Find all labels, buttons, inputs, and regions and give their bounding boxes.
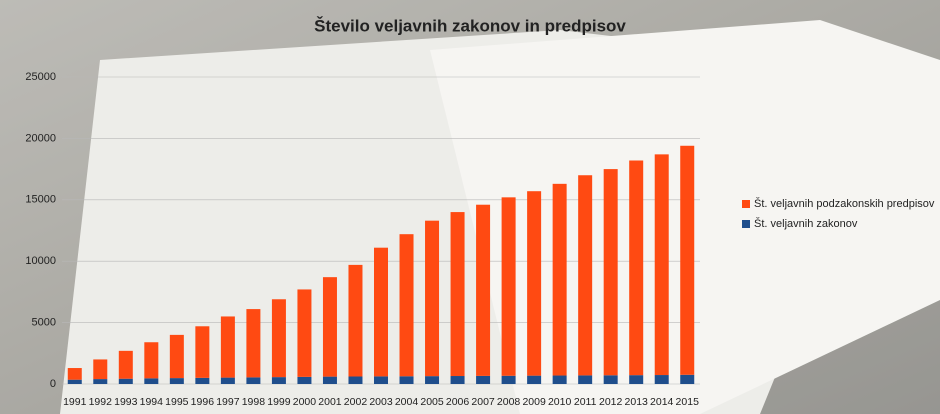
legend-label: Št. veljavnih podzakonskih predpisov (754, 197, 935, 210)
bar-segment (476, 375, 491, 384)
x-tick-label: 2008 (497, 396, 521, 408)
y-tick-label: 10000 (25, 255, 56, 267)
y-tick-label: 25000 (25, 71, 56, 83)
x-tick-label: 1997 (216, 396, 240, 408)
bar-segment (527, 191, 542, 376)
x-tick-label: 1992 (89, 396, 113, 408)
bar-segment (322, 277, 337, 377)
bar-segment (399, 234, 414, 377)
bar-segment (220, 377, 235, 384)
bar-segment (578, 175, 593, 376)
bar-segment (476, 204, 491, 376)
bar-segment (425, 220, 440, 377)
x-tick-label: 2012 (599, 396, 623, 408)
bar-segment (348, 264, 363, 377)
x-tick-label: 2015 (676, 396, 700, 408)
bar-segment (220, 316, 235, 378)
bar-segment (195, 377, 210, 384)
bar-segment (93, 379, 108, 384)
x-tick-label: 2002 (344, 396, 368, 408)
bar-segment (399, 376, 414, 384)
x-tick-label: 2010 (548, 396, 572, 408)
bar-segment (118, 378, 133, 384)
bar-segment (169, 378, 184, 384)
bar-segment (322, 376, 337, 384)
bar-segment (374, 247, 388, 377)
bar-segment (271, 377, 286, 384)
x-tick-label: 2006 (446, 396, 470, 408)
x-tick-label: 2013 (625, 396, 649, 408)
bar-segment (144, 378, 159, 384)
legend-swatch (742, 200, 750, 208)
x-tick-label: 2004 (395, 396, 419, 408)
legend-label: Št. veljavnih zakonov (754, 217, 858, 230)
bar-segment (425, 376, 440, 384)
bar-segment (654, 154, 669, 376)
x-tick-label: 1994 (140, 396, 164, 408)
y-tick-label: 5000 (32, 317, 56, 329)
bar-segment (348, 376, 363, 384)
bar-segment (680, 374, 695, 384)
bar-segment (552, 375, 567, 384)
y-tick-label: 0 (50, 378, 56, 390)
x-tick-label: 1995 (165, 396, 189, 408)
x-tick-label: 2007 (471, 396, 495, 408)
bar-segment (118, 350, 133, 379)
legend-swatch (742, 220, 750, 228)
bar-segment (603, 375, 618, 384)
bar-segment (501, 197, 516, 376)
bar-segment (67, 379, 82, 384)
chart-title: Število veljavnih zakonov in predpisov (314, 16, 626, 35)
bar-segment (603, 169, 618, 376)
x-tick-label: 2014 (650, 396, 674, 408)
bar-segment (271, 299, 286, 378)
x-tick-label: 2005 (420, 396, 444, 408)
x-tick-label: 1996 (191, 396, 215, 408)
x-tick-label: 2000 (293, 396, 317, 408)
bar-segment (654, 375, 669, 384)
bar-segment (93, 359, 108, 380)
bar-segment (629, 160, 644, 376)
bar-segment (450, 376, 465, 384)
bar-segment (450, 212, 465, 377)
bar-segment (246, 309, 261, 378)
bar-segment (246, 377, 261, 384)
bar-segment (501, 375, 516, 384)
y-tick-label: 20000 (25, 132, 56, 144)
bar-segment (195, 326, 210, 378)
bar-segment (67, 368, 82, 380)
bar-segment (144, 342, 159, 379)
bar-segment (629, 375, 644, 384)
bar-segment (297, 289, 312, 377)
x-tick-label: 1991 (63, 396, 87, 408)
y-tick-label: 15000 (25, 194, 56, 206)
x-tick-label: 2009 (522, 396, 546, 408)
x-tick-label: 2003 (369, 396, 393, 408)
bar-segment (374, 376, 388, 384)
x-tick-label: 1999 (267, 396, 291, 408)
bar-segment (680, 145, 695, 375)
bar-segment (578, 375, 593, 384)
x-tick-label: 2011 (574, 396, 597, 408)
bar-segment (297, 376, 312, 384)
bar-segment (169, 334, 184, 379)
x-tick-label: 1998 (242, 396, 266, 408)
x-tick-label: 2001 (318, 396, 342, 408)
bar-segment (527, 375, 542, 384)
x-tick-label: 1993 (114, 396, 138, 408)
bar-segment (552, 183, 567, 376)
